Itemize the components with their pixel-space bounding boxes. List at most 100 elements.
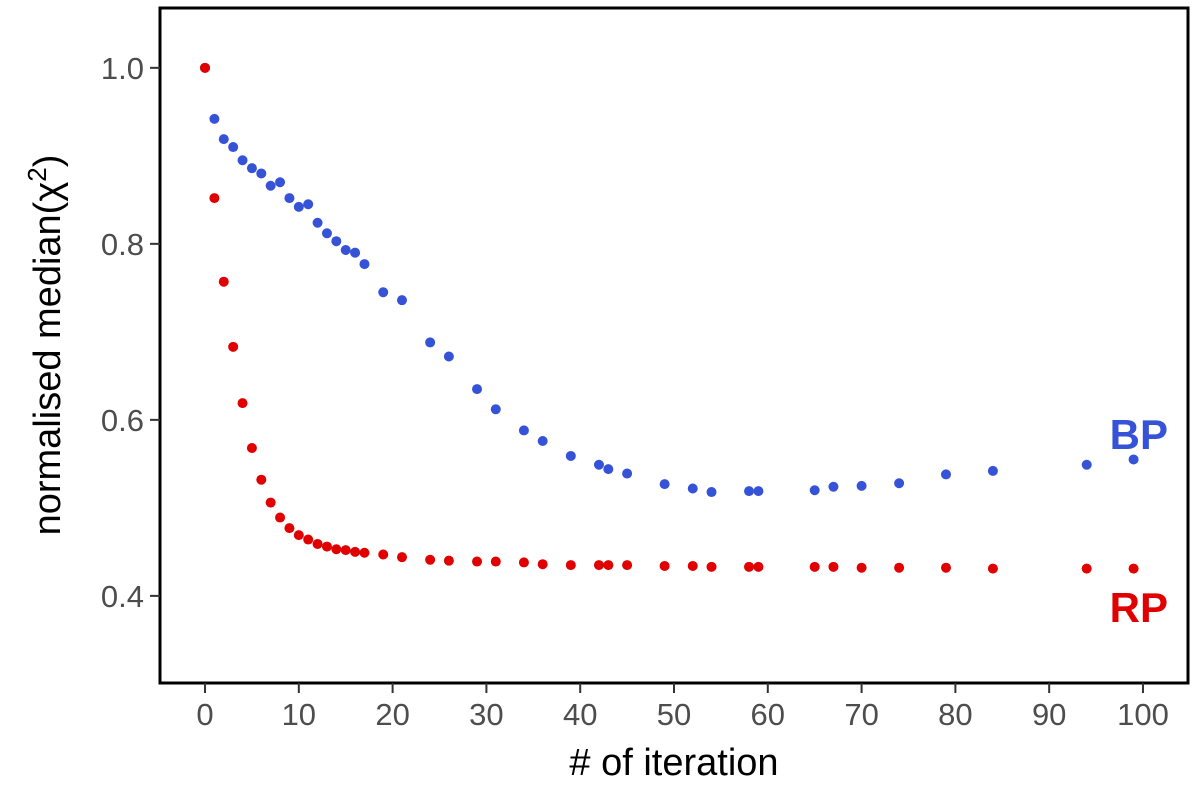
- data-point-bp: [246, 163, 257, 174]
- x-tick-label: 10: [282, 697, 316, 732]
- data-point-rp: [218, 276, 229, 287]
- data-point-rp: [237, 398, 248, 409]
- data-point-bp: [331, 236, 342, 247]
- data-point-bp: [340, 245, 351, 256]
- data-point-rp: [228, 341, 239, 352]
- data-point-bp: [472, 384, 483, 395]
- data-point-bp: [687, 483, 698, 494]
- data-point-rp: [706, 561, 717, 572]
- data-point-rp: [425, 554, 436, 565]
- data-point-bp: [856, 480, 867, 491]
- data-point-rp: [490, 556, 501, 567]
- x-tick-label: 30: [469, 697, 503, 732]
- data-point-rp: [537, 559, 548, 570]
- data-point-bp: [265, 180, 276, 191]
- data-point-bp: [256, 168, 267, 179]
- data-point-bp: [350, 247, 361, 258]
- data-point-rp: [565, 560, 576, 571]
- data-point-bp: [425, 337, 436, 348]
- data-point-rp: [443, 555, 454, 566]
- y-tick-label: 1.0: [101, 51, 144, 86]
- x-tick-label: 60: [751, 697, 785, 732]
- data-point-rp: [603, 560, 614, 571]
- x-tick-label: 0: [196, 697, 213, 732]
- data-point-bp: [593, 459, 604, 470]
- data-point-bp: [275, 177, 286, 188]
- data-point-rp: [293, 530, 304, 541]
- data-point-rp: [284, 523, 295, 534]
- data-point-rp: [275, 512, 286, 523]
- y-axis-label-main: normalised median(χ: [27, 182, 69, 536]
- data-point-bp: [987, 465, 998, 476]
- x-tick-label: 20: [375, 697, 409, 732]
- y-axis-label-end: ): [27, 155, 69, 168]
- data-point-rp: [265, 497, 276, 508]
- data-point-rp: [809, 561, 820, 572]
- data-point-rp: [593, 560, 604, 571]
- data-point-rp: [622, 560, 633, 571]
- data-point-bp: [218, 134, 229, 145]
- data-point-bp: [1081, 459, 1092, 470]
- data-point-rp: [200, 62, 211, 73]
- y-axis-label-sup: 2: [22, 167, 52, 181]
- data-point-bp: [809, 485, 820, 496]
- data-point-bp: [537, 435, 548, 446]
- data-point-bp: [284, 193, 295, 204]
- data-point-bp: [744, 486, 755, 497]
- data-point-bp: [659, 479, 670, 490]
- data-point-rp: [321, 541, 332, 552]
- data-point-rp: [472, 556, 483, 567]
- data-point-bp: [396, 295, 407, 306]
- data-point-rp: [340, 545, 351, 556]
- data-point-rp: [312, 538, 323, 549]
- x-tick-label: 70: [844, 697, 878, 732]
- data-point-rp: [256, 474, 267, 485]
- data-point-rp: [209, 193, 220, 204]
- data-point-bp: [303, 199, 314, 210]
- data-point-rp: [941, 562, 952, 573]
- data-point-bp: [894, 478, 905, 489]
- data-point-rp: [1081, 563, 1092, 574]
- data-point-rp: [687, 560, 698, 571]
- data-point-bp: [312, 217, 323, 228]
- data-point-bp: [228, 142, 239, 153]
- data-point-rp: [331, 544, 342, 555]
- data-point-rp: [303, 534, 314, 545]
- y-tick-label: 0.4: [101, 579, 144, 614]
- data-point-bp: [941, 469, 952, 480]
- data-point-bp: [359, 259, 370, 270]
- data-point-rp: [987, 563, 998, 574]
- data-point-rp: [894, 562, 905, 573]
- data-point-rp: [744, 561, 755, 572]
- data-point-rp: [659, 560, 670, 571]
- x-axis-label: # of iteration: [569, 742, 778, 784]
- data-point-rp: [359, 547, 370, 558]
- x-tick-label: 80: [938, 697, 972, 732]
- x-tick-label: 40: [563, 697, 597, 732]
- data-point-bp: [443, 351, 454, 362]
- x-tick-label: 100: [1117, 697, 1169, 732]
- data-point-bp: [603, 464, 614, 475]
- data-point-bp: [518, 425, 529, 436]
- data-point-rp: [1128, 563, 1139, 574]
- data-point-rp: [350, 546, 361, 557]
- data-point-bp: [828, 481, 839, 492]
- data-point-rp: [396, 552, 407, 563]
- data-point-bp: [209, 113, 220, 124]
- data-point-bp: [1128, 454, 1139, 465]
- data-point-rp: [856, 562, 867, 573]
- data-point-bp: [237, 155, 248, 166]
- x-tick-label: 50: [657, 697, 691, 732]
- series-label-bp: BP: [1110, 411, 1168, 458]
- y-axis-label: normalised median(χ2): [22, 155, 69, 536]
- data-point-bp: [753, 486, 764, 497]
- data-point-bp: [293, 201, 304, 212]
- data-point-rp: [378, 549, 389, 560]
- data-point-rp: [518, 557, 529, 568]
- data-point-bp: [706, 487, 717, 498]
- y-tick-label: 0.8: [101, 227, 144, 262]
- data-point-rp: [753, 561, 764, 572]
- x-tick-label: 90: [1032, 697, 1066, 732]
- data-point-rp: [246, 443, 257, 454]
